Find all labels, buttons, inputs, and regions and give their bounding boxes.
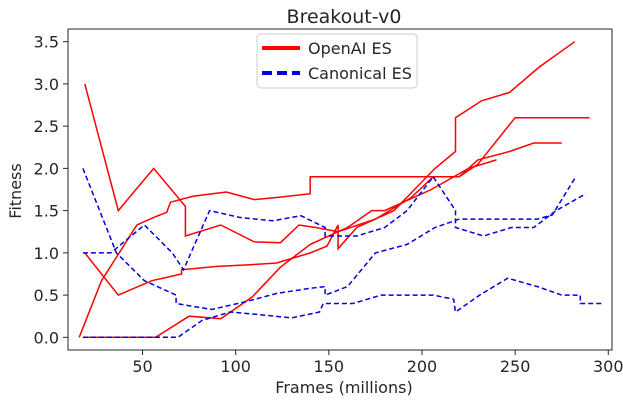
y-tick-label: 3.0 (34, 75, 59, 94)
chart-title: Breakout-v0 (287, 6, 402, 28)
series-line-canonical-es-6 (82, 277, 603, 339)
y-tick-label: 2.0 (34, 159, 59, 178)
y-tick-label: 2.5 (34, 117, 59, 136)
plot-frame (67, 28, 613, 351)
y-tick-label: 1.5 (34, 202, 59, 221)
y-tick-label: 1.0 (34, 244, 59, 263)
series-layer (78, 41, 603, 339)
y-tick-label: 0.0 (34, 328, 59, 347)
series-line-openai-es-3 (84, 159, 497, 339)
y-tick-label: 0.5 (34, 286, 59, 305)
series-line-canonical-es-4 (82, 168, 576, 311)
legend-label-canonical-es: Canonical ES (308, 64, 412, 83)
x-tick-label: 150 (314, 357, 345, 376)
series-line-openai-es-1 (78, 116, 590, 338)
series-line-openai-es-2 (84, 41, 576, 297)
x-axis: 50 100 150 200 250 300 (132, 350, 623, 376)
x-tick-label: 50 (132, 357, 152, 376)
y-tick-label: 3.5 (34, 33, 59, 52)
x-tick-label: 300 (593, 357, 623, 376)
series-line-openai-es-0 (84, 83, 562, 244)
y-axis-label: Fitness (6, 163, 25, 218)
series-line-canonical-es-5 (82, 175, 587, 272)
y-axis: 0.0 0.5 1.0 1.5 2.0 2.5 3.0 3.5 (34, 33, 68, 347)
x-tick-label: 200 (407, 357, 438, 376)
legend: OpenAI ES Canonical ES (256, 33, 418, 89)
x-tick-label: 250 (500, 357, 531, 376)
x-axis-label: Frames (millions) (275, 378, 412, 397)
x-tick-label: 100 (220, 357, 251, 376)
legend-label-openai-es: OpenAI ES (308, 39, 392, 58)
